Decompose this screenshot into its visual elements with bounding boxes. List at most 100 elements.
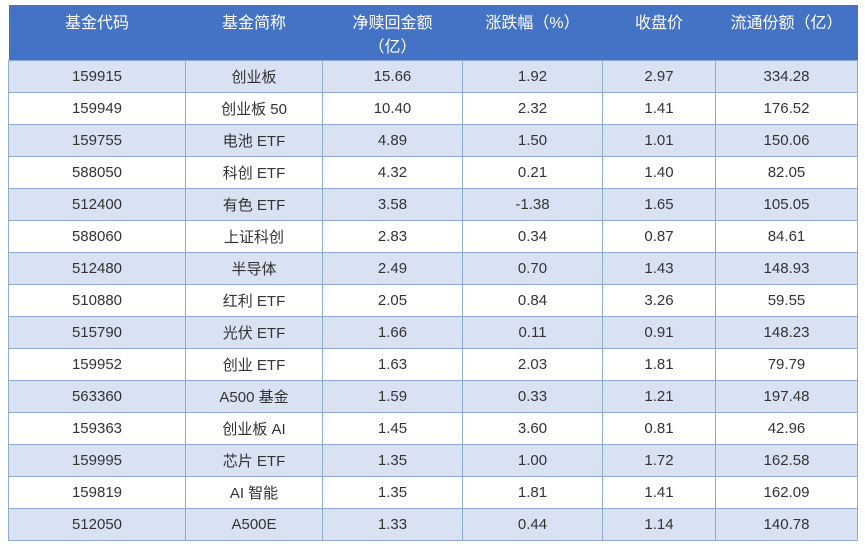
cell-float-shares: 79.79 [715,348,858,381]
table-row: 159755 电池 ETF 4.89 1.50 1.01 150.06 [8,124,858,157]
col-header-close-price: 收盘价 [602,5,716,61]
cell-net-redemption: 1.45 [322,412,463,445]
cell-net-redemption: 1.63 [322,348,463,381]
cell-close-price: 2.97 [602,60,716,93]
table-row: 512480 半导体 2.49 0.70 1.43 148.93 [8,252,858,285]
cell-float-shares: 140.78 [715,508,858,541]
cell-fund-code: 512480 [8,252,186,285]
cell-change-pct: 3.60 [462,412,603,445]
cell-change-pct: -1.38 [462,188,603,221]
cell-float-shares: 59.55 [715,284,858,317]
cell-float-shares: 42.96 [715,412,858,445]
col-header-net-redemption-line1: 净赎回金额 [352,15,433,32]
cell-fund-code: 159952 [8,348,186,381]
cell-change-pct: 0.11 [462,316,603,349]
cell-net-redemption: 1.35 [322,476,463,509]
cell-fund-name: A500 基金 [185,380,323,413]
table-body: 159915 创业板 15.66 1.92 2.97 334.28 159949… [8,60,858,541]
cell-close-price: 0.81 [602,412,716,445]
col-header-change-pct: 涨跌幅（%） [462,5,603,61]
cell-float-shares: 197.48 [715,380,858,413]
cell-net-redemption: 2.49 [322,252,463,285]
cell-change-pct: 1.00 [462,444,603,477]
cell-fund-name: 有色 ETF [185,188,323,221]
cell-fund-name: 光伏 ETF [185,316,323,349]
cell-fund-code: 563360 [8,380,186,413]
cell-change-pct: 0.70 [462,252,603,285]
col-header-net-redemption: 净赎回金额 （亿） [322,5,463,61]
cell-float-shares: 162.09 [715,476,858,509]
cell-change-pct: 0.44 [462,508,603,541]
cell-close-price: 1.14 [602,508,716,541]
fund-table: 基金代码 基金简称 净赎回金额 （亿） 涨跌幅（%） 收盘价 流通份额（亿） 1… [8,5,858,541]
cell-net-redemption: 2.83 [322,220,463,253]
table-row: 588060 上证科创 2.83 0.34 0.87 84.61 [8,220,858,253]
cell-change-pct: 1.50 [462,124,603,157]
cell-fund-name: 芯片 ETF [185,444,323,477]
cell-net-redemption: 1.33 [322,508,463,541]
table-row: 563360 A500 基金 1.59 0.33 1.21 197.48 [8,380,858,413]
table-row: 512400 有色 ETF 3.58 -1.38 1.65 105.05 [8,188,858,221]
cell-fund-name: 科创 ETF [185,156,323,189]
cell-fund-code: 159995 [8,444,186,477]
cell-change-pct: 1.81 [462,476,603,509]
cell-change-pct: 2.03 [462,348,603,381]
cell-close-price: 1.43 [602,252,716,285]
cell-change-pct: 1.92 [462,60,603,93]
cell-net-redemption: 2.05 [322,284,463,317]
col-header-net-redemption-line2: （亿） [368,39,417,56]
cell-net-redemption: 1.35 [322,444,463,477]
cell-close-price: 1.01 [602,124,716,157]
cell-net-redemption: 10.40 [322,92,463,125]
cell-fund-name: 红利 ETF [185,284,323,317]
cell-fund-code: 159363 [8,412,186,445]
table-row: 515790 光伏 ETF 1.66 0.11 0.91 148.23 [8,316,858,349]
cell-close-price: 3.26 [602,284,716,317]
cell-close-price: 1.65 [602,188,716,221]
cell-float-shares: 334.28 [715,60,858,93]
cell-float-shares: 148.23 [715,316,858,349]
cell-fund-name: 创业板 AI [185,412,323,445]
cell-fund-code: 159949 [8,92,186,125]
cell-float-shares: 148.93 [715,252,858,285]
cell-close-price: 0.91 [602,316,716,349]
cell-net-redemption: 15.66 [322,60,463,93]
cell-net-redemption: 3.58 [322,188,463,221]
table-row: 588050 科创 ETF 4.32 0.21 1.40 82.05 [8,156,858,189]
header-row: 基金代码 基金简称 净赎回金额 （亿） 涨跌幅（%） 收盘价 流通份额（亿） [8,5,858,61]
cell-float-shares: 162.58 [715,444,858,477]
cell-fund-name: AI 智能 [185,476,323,509]
table-row: 510880 红利 ETF 2.05 0.84 3.26 59.55 [8,284,858,317]
cell-fund-code: 510880 [8,284,186,317]
cell-change-pct: 0.21 [462,156,603,189]
cell-float-shares: 105.05 [715,188,858,221]
table-row: 159995 芯片 ETF 1.35 1.00 1.72 162.58 [8,444,858,477]
table-row: 159952 创业 ETF 1.63 2.03 1.81 79.79 [8,348,858,381]
cell-close-price: 1.81 [602,348,716,381]
cell-change-pct: 2.32 [462,92,603,125]
cell-fund-name: 创业板 [185,60,323,93]
table-row: 159915 创业板 15.66 1.92 2.97 334.28 [8,60,858,93]
cell-fund-code: 159755 [8,124,186,157]
cell-fund-code: 512400 [8,188,186,221]
cell-fund-code: 159915 [8,60,186,93]
table-row: 159363 创业板 AI 1.45 3.60 0.81 42.96 [8,412,858,445]
cell-close-price: 1.21 [602,380,716,413]
cell-net-redemption: 1.59 [322,380,463,413]
cell-float-shares: 84.61 [715,220,858,253]
cell-fund-name: 上证科创 [185,220,323,253]
cell-fund-code: 515790 [8,316,186,349]
cell-close-price: 1.72 [602,444,716,477]
cell-fund-code: 588050 [8,156,186,189]
cell-fund-code: 159819 [8,476,186,509]
cell-fund-name: 半导体 [185,252,323,285]
cell-fund-name: 电池 ETF [185,124,323,157]
cell-fund-name: 创业 ETF [185,348,323,381]
cell-float-shares: 82.05 [715,156,858,189]
cell-change-pct: 0.34 [462,220,603,253]
table-row: 159949 创业板 50 10.40 2.32 1.41 176.52 [8,92,858,125]
cell-change-pct: 0.84 [462,284,603,317]
cell-close-price: 1.40 [602,156,716,189]
table-row: 512050 A500E 1.33 0.44 1.14 140.78 [8,508,858,541]
